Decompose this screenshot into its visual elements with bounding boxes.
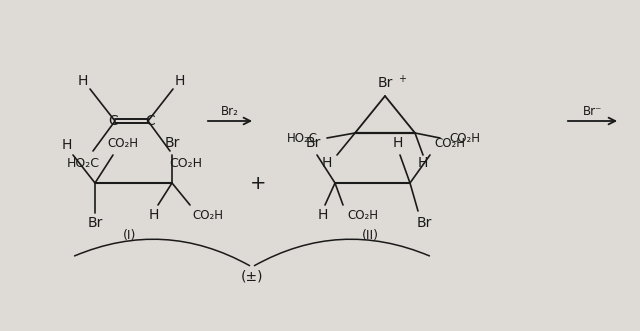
Text: H: H xyxy=(175,74,185,88)
Text: Br⁻: Br⁻ xyxy=(583,105,603,118)
Text: C: C xyxy=(145,114,155,128)
Text: CO₂H: CO₂H xyxy=(348,209,378,221)
Text: Br: Br xyxy=(378,76,393,90)
Text: Br: Br xyxy=(416,216,432,230)
Text: CO₂H: CO₂H xyxy=(449,131,481,145)
Text: Br: Br xyxy=(87,216,102,230)
Text: HO₂C: HO₂C xyxy=(287,131,317,145)
Text: Br: Br xyxy=(305,136,321,150)
Text: Br₂: Br₂ xyxy=(221,105,239,118)
Text: (II): (II) xyxy=(362,229,378,243)
Text: +: + xyxy=(250,173,266,193)
Text: CO₂H: CO₂H xyxy=(193,209,223,221)
Text: CO₂H: CO₂H xyxy=(435,136,465,150)
Text: C: C xyxy=(108,114,118,128)
Text: CO₂H: CO₂H xyxy=(108,136,138,150)
Text: (±): (±) xyxy=(241,270,263,284)
Text: H: H xyxy=(393,136,403,150)
Text: +: + xyxy=(398,74,406,84)
Text: HO₂C: HO₂C xyxy=(67,157,99,169)
Text: H: H xyxy=(322,156,332,170)
Text: H: H xyxy=(418,156,428,170)
Text: H: H xyxy=(78,74,88,88)
Text: H: H xyxy=(62,138,72,152)
Text: Br: Br xyxy=(164,136,180,150)
Text: H: H xyxy=(318,208,328,222)
Text: H: H xyxy=(149,208,159,222)
Text: (I): (I) xyxy=(124,229,137,243)
Text: CO₂H: CO₂H xyxy=(170,157,202,169)
